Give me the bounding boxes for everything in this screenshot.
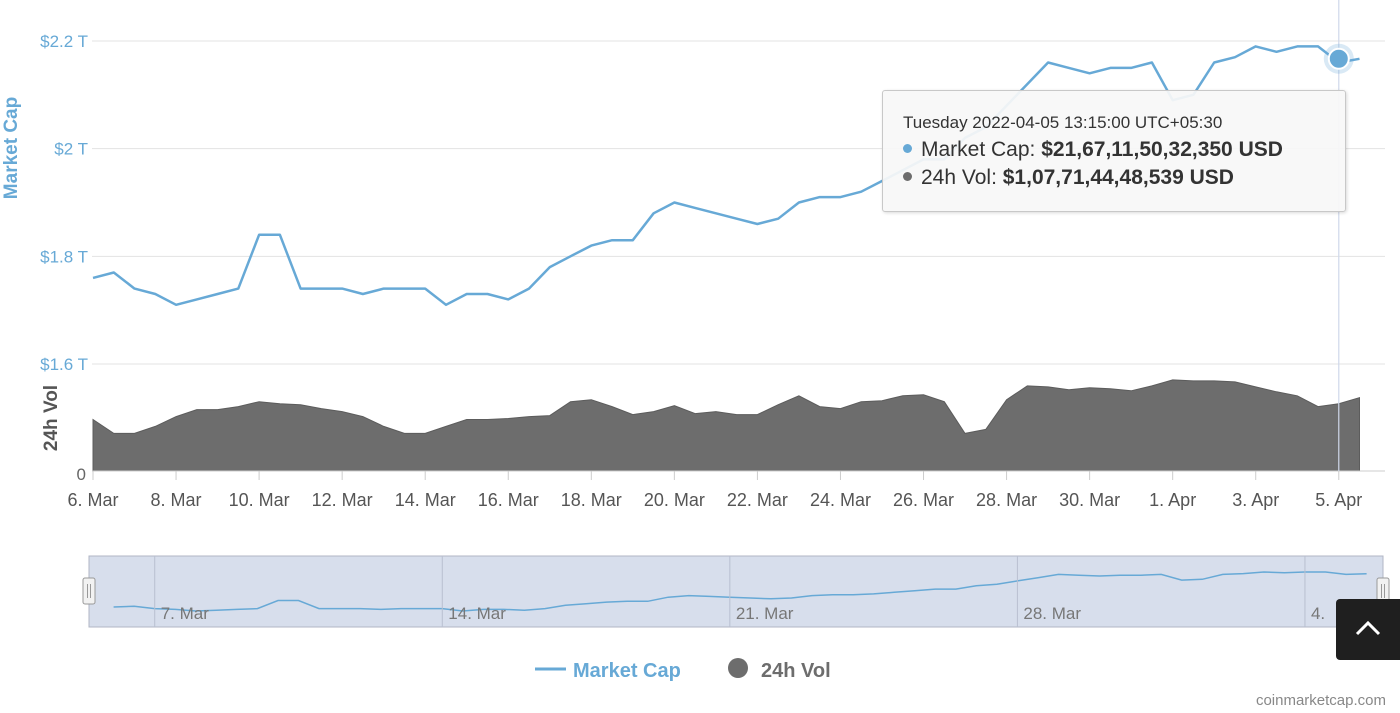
x-tick-label: 14. Mar xyxy=(395,490,456,510)
x-tick-label: 3. Apr xyxy=(1232,490,1279,510)
x-tick-label: 16. Mar xyxy=(478,490,539,510)
y-tick-label: $1.6 T xyxy=(40,355,88,374)
market-cap-dot-icon xyxy=(903,144,912,153)
legend-item-volume[interactable]: 24h Vol xyxy=(728,658,831,682)
volume-tick-label: 0 xyxy=(77,465,86,484)
watermark-credit: coinmarketcap.com xyxy=(1255,692,1386,709)
navigator-label: 28. Mar xyxy=(1023,604,1081,623)
x-tick-label: 30. Mar xyxy=(1059,490,1120,510)
y-tick-label: $1.8 T xyxy=(40,247,88,266)
navigator-handle-left[interactable] xyxy=(82,577,96,605)
x-tick-label: 26. Mar xyxy=(893,490,954,510)
tooltip-row-volume: 24h Vol: $1,07,71,44,48,539 USD xyxy=(903,166,1234,190)
y-tick-label: $2 T xyxy=(54,140,88,159)
volume-area xyxy=(92,379,1360,472)
volume-dot-icon xyxy=(903,172,912,181)
x-tick-label: 10. Mar xyxy=(229,490,290,510)
x-tick-label: 28. Mar xyxy=(976,490,1037,510)
tooltip-date: Tuesday 2022-04-05 13:15:00 UTC+05:30 xyxy=(903,113,1223,132)
tooltip-row-market-cap: Market Cap: $21,67,11,50,32,350 USD xyxy=(903,138,1283,162)
x-tick-label: 18. Mar xyxy=(561,490,622,510)
x-tick-label: 22. Mar xyxy=(727,490,788,510)
highlight-point xyxy=(1327,47,1350,70)
legend-label: 24h Vol xyxy=(761,660,831,682)
x-tick-label: 12. Mar xyxy=(312,490,373,510)
y-axis-title-market-cap: Market Cap xyxy=(1,97,22,199)
tooltip-market-cap-label: Market Cap: xyxy=(921,138,1036,161)
x-tick-label: 24. Mar xyxy=(810,490,871,510)
handle-grip xyxy=(82,577,96,605)
navigator-label: 7. Mar xyxy=(161,604,210,623)
tooltip-volume-label: 24h Vol: xyxy=(921,166,997,189)
x-tick-label: 6. Mar xyxy=(67,490,118,510)
x-tick-label: 8. Mar xyxy=(151,490,202,510)
x-tick-label: 20. Mar xyxy=(644,490,705,510)
legend-item-market-cap[interactable]: Market Cap xyxy=(535,660,681,682)
navigator-label: 21. Mar xyxy=(736,604,794,623)
navigator-label: 4. xyxy=(1311,604,1325,623)
tooltip-market-cap-value: $21,67,11,50,32,350 USD xyxy=(1041,138,1283,161)
x-tick-label: 1. Apr xyxy=(1149,490,1196,510)
chart-tooltip: Tuesday 2022-04-05 13:15:00 UTC+05:30 Ma… xyxy=(882,90,1346,212)
y-axis-title-volume: 24h Vol xyxy=(41,385,62,451)
navigator-label: 14. Mar xyxy=(448,604,506,623)
chevron-up-icon xyxy=(1355,620,1381,636)
navigator-line xyxy=(113,571,1367,612)
market-cap-line xyxy=(92,45,1360,307)
x-tick-label: 5. Apr xyxy=(1315,490,1362,510)
scroll-to-top-button[interactable] xyxy=(1336,599,1400,660)
legend-dot-icon xyxy=(728,658,748,678)
legend-label: Market Cap xyxy=(573,660,681,682)
y-tick-label: $2.2 T xyxy=(40,32,88,51)
tooltip-volume-value: $1,07,71,44,48,539 USD xyxy=(1002,166,1234,189)
